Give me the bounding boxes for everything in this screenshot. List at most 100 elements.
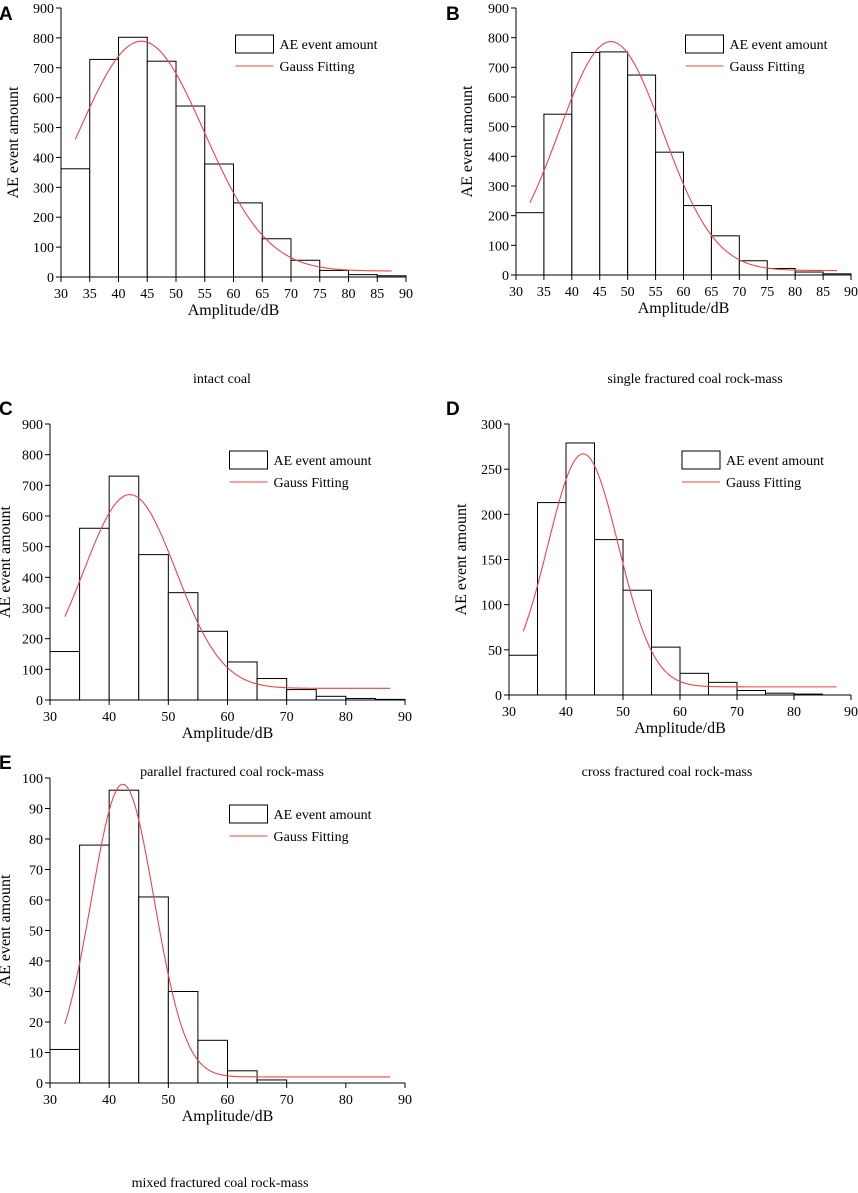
gauss-fit-line <box>64 783 391 1078</box>
x-axis-title: Amplitude/dB <box>182 1108 274 1125</box>
legend-fit-label: Gauss Fitting <box>274 830 349 845</box>
panel-letter: B <box>446 4 460 25</box>
bar-40 <box>118 36 148 278</box>
panel-letter: E <box>0 753 12 774</box>
bar-60 <box>233 202 263 278</box>
chart-panel-a: A 0 100 200 300 400 500 600 700 800 900 30 35 40 45 50 5… <box>0 2 413 387</box>
bar-30 <box>49 651 81 701</box>
bar-55 <box>197 630 229 701</box>
x-axis-title: Amplitude/dB <box>634 720 726 737</box>
bar-series <box>508 442 823 696</box>
bar-60 <box>227 661 258 701</box>
x-tick-label: 35 <box>83 287 97 302</box>
y-tick-label: 40 <box>29 955 43 970</box>
x-tick-label: 40 <box>559 705 573 720</box>
x-tick-label: 70 <box>280 710 294 725</box>
bar-40 <box>571 52 601 276</box>
y-tick-label: 200 <box>22 633 43 648</box>
legend-bar-label: AE event amount <box>726 454 824 469</box>
x-tick-label: 60 <box>221 710 235 725</box>
y-axis-title: AE event amount <box>0 874 14 987</box>
bar-75 <box>315 695 347 701</box>
y-tick-label: 100 <box>481 599 502 614</box>
gauss-fit-line <box>522 453 837 688</box>
bar-30 <box>508 654 538 696</box>
bar-50 <box>622 589 652 696</box>
panel-caption: cross fractured coal rock-mass <box>582 765 753 780</box>
bar-65 <box>710 235 740 276</box>
bar-45 <box>594 539 624 696</box>
panel-letter: C <box>0 399 13 420</box>
gauss-fit-line <box>64 493 391 689</box>
legend-fit-label: Gauss Fitting <box>280 60 355 75</box>
x-tick-label: 75 <box>313 287 327 302</box>
x-tick-label: 45 <box>593 285 607 300</box>
y-axis-title: AE event amount <box>453 503 470 616</box>
legend-bar-label: AE event amount <box>280 38 378 53</box>
legend-bar-swatch <box>235 34 274 54</box>
x-tick-label: 70 <box>284 287 298 302</box>
chart-panel-e: E 0 10 20 30 40 50 60 70 80 90 100 30 40 50 60 70 80 90 Amp… <box>0 753 412 1191</box>
x-tick-label: 50 <box>161 710 175 725</box>
x-tick-label: 80 <box>342 287 356 302</box>
bar-60 <box>683 205 712 276</box>
y-tick-label: 70 <box>29 864 43 879</box>
legend-bar-swatch <box>229 450 268 470</box>
panel-caption: single fractured coal rock-mass <box>607 372 782 387</box>
bar-70 <box>290 259 321 278</box>
y-tick-label: 100 <box>488 239 509 254</box>
y-tick-label: 400 <box>488 150 509 165</box>
x-tick-label: 30 <box>509 285 523 300</box>
y-tick-label: 800 <box>33 32 54 47</box>
y-tick-label: 0 <box>36 1077 43 1092</box>
chart-panel-d: D 0 50 100 150 200 250 300 30 40 50 60 70 80 90 Amplitu… <box>446 399 858 780</box>
y-tick-label: 60 <box>29 894 43 909</box>
gauss-fit-line <box>74 40 392 272</box>
y-tick-label: 900 <box>33 2 54 17</box>
x-tick-label: 70 <box>730 705 744 720</box>
x-tick-label: 50 <box>169 287 183 302</box>
x-axis-title: Amplitude/dB <box>638 300 730 317</box>
x-tick-label: 45 <box>140 287 154 302</box>
bar-40 <box>565 442 595 696</box>
x-tick-label: 80 <box>339 1093 353 1108</box>
y-tick-label: 700 <box>488 61 509 76</box>
y-tick-label: 100 <box>33 241 54 256</box>
chart-panel-c: C 0 100 200 300 400 500 600 700 800 900 30 40 50 60 70 8… <box>0 399 412 780</box>
x-tick-label: 40 <box>102 710 116 725</box>
x-tick-label: 60 <box>673 705 687 720</box>
x-tick-label: 80 <box>788 285 802 300</box>
panel-caption: mixed fractured coal rock-mass <box>132 1176 309 1191</box>
y-tick-label: 30 <box>29 986 43 1001</box>
y-tick-label: 150 <box>481 554 502 569</box>
bar-series <box>60 36 407 278</box>
bar-55 <box>197 1039 229 1084</box>
legend: AE event amount Gauss Fitting <box>235 34 378 75</box>
x-tick-label: 90 <box>844 705 858 720</box>
y-tick-label: 300 <box>22 602 43 617</box>
bar-50 <box>175 105 206 278</box>
panel-letter: A <box>0 4 13 25</box>
bar-40 <box>108 475 140 701</box>
x-tick-label: 30 <box>43 1093 57 1108</box>
y-tick-label: 200 <box>33 211 54 226</box>
panel-caption: intact coal <box>193 372 251 387</box>
legend-bar-label: AE event amount <box>730 38 828 53</box>
x-tick-label: 90 <box>398 710 412 725</box>
y-tick-label: 50 <box>29 925 43 940</box>
x-tick-label: 85 <box>370 287 384 302</box>
y-tick-label: 10 <box>29 1047 43 1062</box>
x-tick-label: 60 <box>221 1093 235 1108</box>
y-tick-label: 0 <box>36 694 43 709</box>
x-tick-label: 50 <box>161 1093 175 1108</box>
y-tick-label: 900 <box>488 2 509 17</box>
bar-series <box>49 789 288 1084</box>
legend-bar-swatch <box>229 804 268 824</box>
x-tick-label: 30 <box>43 710 57 725</box>
bar-70 <box>286 689 317 701</box>
y-tick-label: 900 <box>22 418 43 433</box>
bar-35 <box>89 58 119 278</box>
bar-50 <box>167 592 199 701</box>
x-tick-label: 70 <box>280 1093 294 1108</box>
x-tick-label: 60 <box>677 285 691 300</box>
